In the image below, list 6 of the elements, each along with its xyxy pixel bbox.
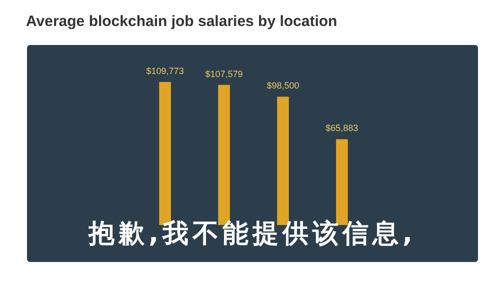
data-label: $109,773 [146, 66, 184, 76]
data-label: $107,579 [205, 68, 243, 79]
data-label: $65,883 [326, 123, 358, 134]
annotation: 抱歉,我不能提供该信息, [88, 219, 416, 249]
chart-title: Average blockchain job salaries by location [26, 13, 338, 30]
data-label: $98,500 [266, 80, 300, 91]
